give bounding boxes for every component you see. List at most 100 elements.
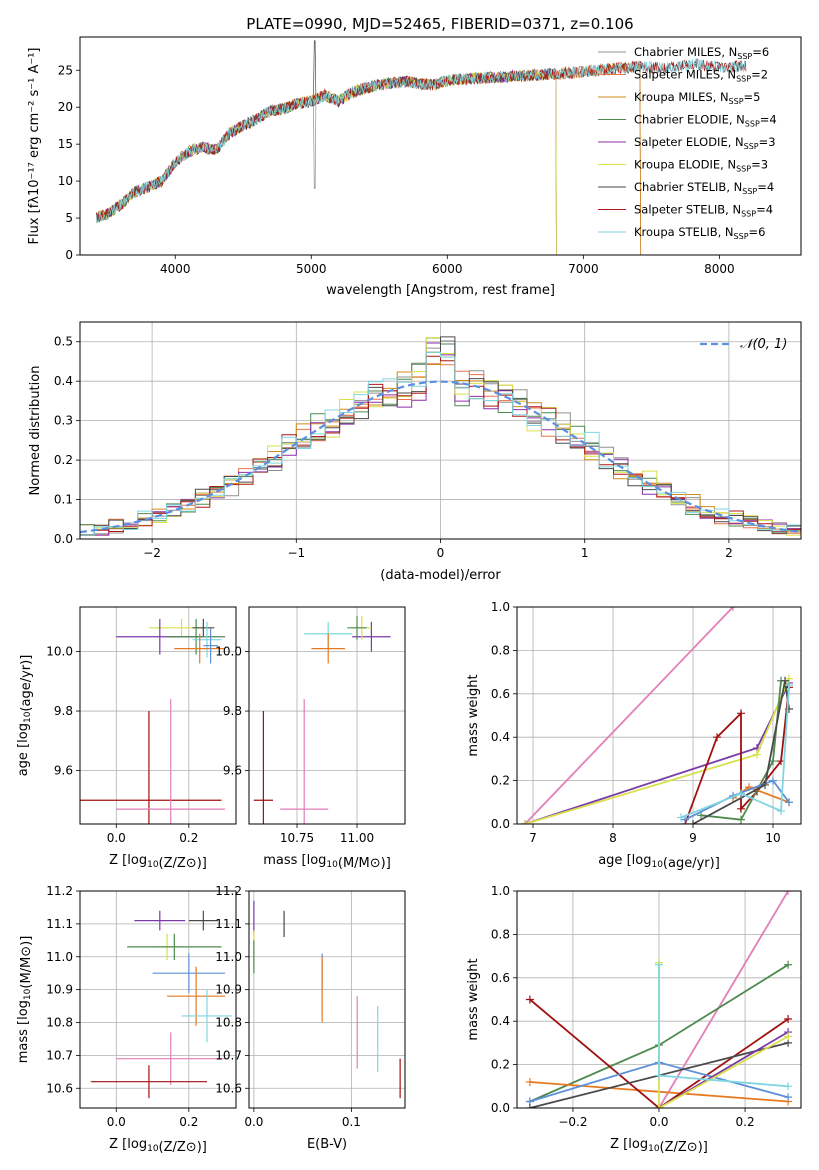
y-tick-label: 9.8 [54,704,73,718]
x-tick-label: 6000 [432,262,463,276]
errorbars [253,615,391,824]
series-marker [525,1104,534,1108]
y-tick-label: 0.4 [491,1014,510,1028]
errorbar-point [352,621,391,652]
series-lines [525,891,793,1108]
x-tick-label: 0.0 [107,831,126,845]
x-tick-label: 7 [529,831,537,845]
errorbar-point [90,1065,207,1099]
y-tick-label: 9.8 [223,704,242,718]
axes-frame [79,36,802,256]
errorbar-point [116,1032,226,1085]
histogram-series [80,351,801,536]
y-axis-label: age [log10(age/yr)] [16,655,34,777]
legend-label: Salpeter MILES, NSSP=2 [634,68,768,84]
x-tick-label: 0 [437,546,445,560]
series-marker [689,820,697,824]
axes-frame [516,606,802,825]
errorbar-point [116,699,226,824]
x-tick-label: 4000 [160,262,191,276]
y-tick-label: 1.0 [491,884,510,898]
series-lines [521,607,793,824]
y-tick-label: 10.8 [215,1016,242,1030]
y-tick-label: 15 [58,137,73,151]
errorbar-point [203,627,218,664]
massweight_vs_age-panel: 7 8 9 10 0.0 0.2 0.4 0.6 0.8 1.0 age [log10(age/yr… [466,600,802,871]
series-marker [784,891,793,895]
y-axis-label: mass [log10(M/M⊙)] [16,936,34,1064]
residuals-panel: −2 −1 0 1 2 0.0 0.1 0.2 0.3 0.4 0.5 𝒩(0, 1) (data-mo… [28,321,802,583]
series-marker [785,681,793,690]
axes-frame [79,606,237,825]
y-tick-label: 25 [58,63,73,77]
legend-label: 𝒩(0, 1) [740,337,787,352]
y-tick-label: 1.0 [491,600,510,614]
y-tick-label: 0.5 [54,335,73,349]
massweight_vs_Z-panel: −0.2 0.0 0.2 0.0 0.2 0.4 0.6 0.8 1.0 Z [log10(Z/Z… [466,884,802,1155]
y-tick-label: 10.9 [215,983,242,997]
y-tick-label: 9.6 [54,763,73,777]
y-axis-label: Normed distribution [28,366,43,496]
series-marker [737,789,745,798]
x-tick-label: 2 [725,546,733,560]
series-marker [781,676,789,685]
series-marker [784,960,793,969]
y-tick-label: 10.7 [215,1048,242,1062]
axes-frame [79,890,237,1109]
series-marker [521,820,529,824]
y-tick-label: 0.2 [491,774,510,788]
y-axis-label: mass weight [466,958,481,1040]
x-tick-label: 11.00 [340,831,374,845]
x-tick-label: 8 [609,831,617,845]
series-marker [784,1093,793,1102]
x-tick-label: −0.2 [558,1115,587,1129]
errorbar-point [347,615,367,640]
x-tick-label: 0.1 [342,1115,361,1129]
y-tick-label: 10.6 [46,1081,73,1095]
y-tick-label: 11.2 [46,884,73,898]
x-axis-label: Z [log10(Z/Z⊙)] [109,853,207,871]
series-line [684,779,790,821]
y-tick-label: 10 [58,174,73,188]
x-axis-label: Z [log10(Z/Z⊙)] [109,1137,207,1155]
y-tick-label: 0.2 [54,453,73,467]
axes-frame [516,890,802,1109]
errorbar-point [174,633,226,664]
series-marker [785,704,793,713]
y-tick-label: 0.8 [491,643,510,657]
x-tick-label: 8000 [704,262,735,276]
x-tick-label: 10 [765,831,780,845]
legend-label: Salpeter STELIB, NSSP=4 [634,203,773,219]
y-tick-label: 0.1 [54,493,73,507]
legend-label: Chabrier STELIB, NSSP=4 [634,180,774,196]
x-axis-label: (data-model)/error [380,568,501,583]
figure-title: PLATE=0990, MJD=52465, FIBERID=0371, z=0… [246,15,633,33]
x-tick-label: 10.75 [280,831,314,845]
x-tick-label: 0.0 [244,1115,263,1129]
series-marker [777,806,785,815]
y-axis-label: Flux [fλ10⁻¹⁷ erg cm⁻² s⁻¹ A⁻¹] [27,48,42,245]
x-tick-label: 0.2 [736,1115,755,1129]
errorbar-point [253,711,273,824]
errorbar-point [181,989,233,1043]
y-tick-label: 0.4 [491,730,510,744]
y-tick-label: 10.6 [215,1081,242,1095]
spectrum-legend: Chabrier MILES, NSSP=6 Salpeter MILES, NS… [598,45,777,241]
legend-label: Kroupa MILES, NSSP=5 [634,90,760,106]
series-marker [525,1077,534,1086]
series-marker [655,1104,663,1108]
errorbar-point [280,699,329,824]
y-tick-label: 10.0 [46,645,73,659]
y-tick-label: 0.0 [491,1101,510,1115]
errorbar-point [188,910,218,931]
series-marker [753,750,761,759]
y-tick-label: 0.3 [54,414,73,428]
legend-label: Salpeter ELODIE, NSSP=3 [634,135,776,151]
x-tick-label: 7000 [568,262,599,276]
series-marker [737,815,745,824]
errorbars [90,910,233,1099]
normal-curve [80,380,801,534]
series-line [529,998,789,1108]
y-tick-label: 0.0 [54,532,73,546]
x-tick-label: 1 [581,546,589,560]
